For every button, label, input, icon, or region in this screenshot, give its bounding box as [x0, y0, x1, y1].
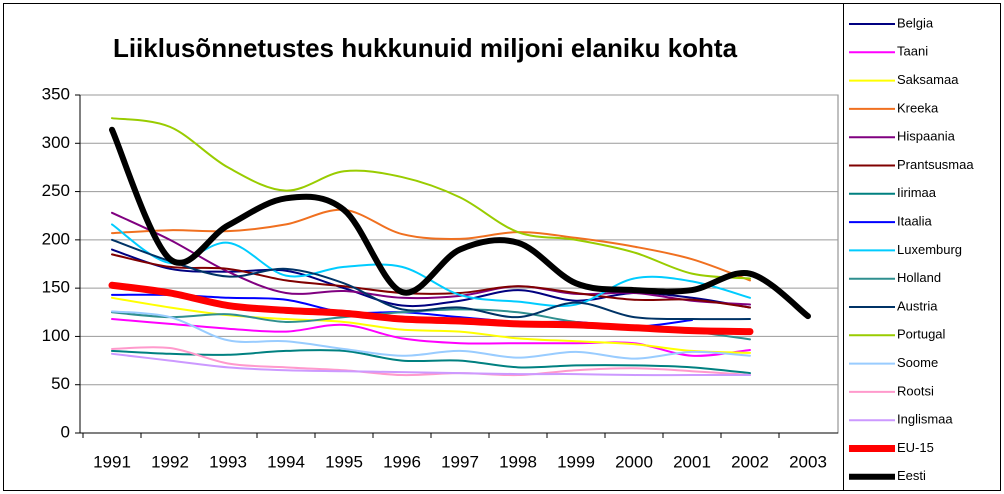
series-line: [111, 253, 751, 309]
x-tick-label: 1995: [325, 452, 363, 471]
legend-label: Luxemburg: [897, 242, 962, 257]
x-tick-label: 1994: [267, 452, 305, 471]
y-tick-label: 150: [42, 278, 70, 297]
series-line: [111, 238, 751, 321]
legend-box: [843, 3, 1001, 491]
series-line: [111, 352, 751, 377]
series-line: [111, 117, 751, 280]
legend-label: Holland: [897, 270, 941, 285]
x-tick-label: 1999: [557, 452, 595, 471]
series-line: [108, 281, 754, 336]
x-tick-label: 2003: [789, 452, 827, 471]
series-line: [111, 349, 751, 375]
legend-label: Prantsusmaa: [897, 157, 974, 172]
x-tick-label: 2001: [673, 452, 711, 471]
series-line: [111, 346, 751, 377]
legend-label: Itaalia: [897, 214, 932, 229]
series-line: [111, 223, 751, 307]
y-tick-label: 50: [51, 374, 70, 393]
legend-label: Saksamaa: [897, 72, 959, 87]
series-line: [111, 310, 751, 360]
legend-label: Iirimaa: [897, 185, 937, 200]
legend-label: Kreeka: [897, 100, 939, 115]
legend-label: Taani: [897, 44, 928, 59]
x-tick-label: 1991: [93, 452, 131, 471]
x-tick-label: 1996: [383, 452, 421, 471]
legend-label: Portugal: [897, 327, 946, 342]
x-tick-label: 2002: [731, 452, 769, 471]
legend-label: Rootsi: [897, 383, 934, 398]
legend-label: Austria: [897, 298, 938, 313]
chart-title: Liiklusõnnetustes hukkunuid miljoni elan…: [113, 33, 738, 63]
y-tick-label: 200: [42, 229, 70, 248]
x-tick-label: 1993: [209, 452, 247, 471]
x-tick-label: 1998: [499, 452, 537, 471]
y-tick-label: 0: [61, 422, 70, 441]
legend-label: EU-15: [897, 440, 934, 455]
x-tick-label: 1992: [151, 452, 189, 471]
y-tick-label: 100: [42, 326, 70, 345]
legend-label: Eesti: [897, 468, 926, 483]
legend-label: Soome: [897, 355, 938, 370]
x-tick-label: 2000: [615, 452, 653, 471]
y-tick-label: 350: [42, 84, 70, 103]
y-tick-label: 250: [42, 181, 70, 200]
legend-label: Belgia: [897, 15, 934, 30]
plot-area: [79, 94, 839, 434]
legend-label: Hispaania: [897, 129, 956, 144]
series-line: [109, 126, 811, 320]
legend-label: Inglismaa: [897, 412, 953, 427]
x-tick-label: 1997: [441, 452, 479, 471]
y-tick-label: 300: [42, 133, 70, 152]
